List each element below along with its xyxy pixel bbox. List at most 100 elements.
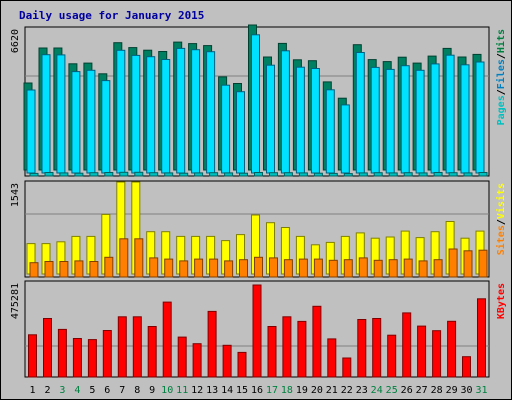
bar-files-day-6 bbox=[101, 80, 111, 174]
bar-pages-day-6 bbox=[104, 172, 114, 177]
bar-kbytes-day-29 bbox=[447, 320, 457, 378]
bar-pages-day-21 bbox=[328, 172, 338, 177]
panel-kbytes: 475281 KBytes bbox=[10, 280, 507, 378]
bar-pages-day-31 bbox=[478, 172, 488, 177]
bar-kbytes-day-6 bbox=[102, 330, 112, 378]
y-max-tick-label: 6620 bbox=[10, 29, 21, 53]
x-tick-label-day-17: 17 bbox=[266, 385, 278, 396]
legend-segment: / bbox=[496, 219, 507, 225]
bar-kbytes-day-27 bbox=[417, 325, 427, 378]
bar-files-day-20 bbox=[310, 68, 320, 174]
bar-files-day-18 bbox=[280, 50, 290, 174]
bar-files-day-26 bbox=[400, 65, 410, 174]
bar-files-day-14 bbox=[221, 84, 231, 174]
bar-files-day-12 bbox=[191, 49, 201, 174]
x-tick-label-day-21: 21 bbox=[326, 385, 338, 396]
bar-files-day-13 bbox=[206, 51, 216, 174]
bar-kbytes-day-26 bbox=[402, 312, 412, 378]
bar-files-day-3 bbox=[56, 54, 66, 174]
series-sites bbox=[29, 238, 488, 278]
bar-kbytes-day-28 bbox=[432, 330, 442, 378]
bar-sites-day-22 bbox=[343, 259, 353, 278]
bar-files-day-4 bbox=[71, 71, 81, 174]
x-tick-label-day-11: 11 bbox=[176, 385, 188, 396]
x-tick-label-day-3: 3 bbox=[59, 385, 65, 396]
bar-sites-day-7 bbox=[119, 238, 129, 278]
x-tick-label-day-12: 12 bbox=[191, 385, 203, 396]
x-tick-label-day-19: 19 bbox=[296, 385, 308, 396]
bar-pages-day-28 bbox=[433, 172, 443, 177]
bar-pages-day-29 bbox=[448, 172, 458, 177]
bar-pages-day-9 bbox=[149, 172, 159, 177]
bar-sites-day-17 bbox=[269, 257, 278, 278]
y-max-tick-label: 1543 bbox=[10, 183, 21, 207]
x-tick-label-day-26: 26 bbox=[401, 385, 413, 396]
bar-kbytes-day-2 bbox=[43, 318, 52, 378]
legend-segment: Files bbox=[495, 59, 507, 89]
bar-pages-day-2 bbox=[44, 172, 54, 177]
x-tick-label-day-5: 5 bbox=[89, 385, 95, 396]
bar-pages-day-24 bbox=[373, 172, 383, 177]
bar-pages-day-11 bbox=[179, 172, 189, 177]
bar-pages-day-8 bbox=[134, 171, 144, 177]
bar-kbytes-day-10 bbox=[162, 301, 172, 378]
bar-pages-day-14 bbox=[224, 172, 234, 177]
bar-files-day-15 bbox=[236, 91, 245, 174]
series-kbytes bbox=[28, 284, 486, 378]
bar-kbytes-day-23 bbox=[357, 319, 367, 378]
series-pages bbox=[29, 171, 488, 177]
x-tick-label-day-1: 1 bbox=[29, 385, 35, 396]
bar-kbytes-day-17 bbox=[267, 326, 277, 378]
x-tick-label-day-16: 16 bbox=[251, 385, 263, 396]
bar-pages-day-22 bbox=[343, 173, 353, 177]
right-series-legend: Sites/Visits bbox=[495, 183, 507, 255]
bar-sites-day-9 bbox=[149, 257, 159, 278]
x-tick-label-day-30: 30 bbox=[460, 385, 472, 396]
bar-sites-day-30 bbox=[463, 250, 473, 278]
bar-sites-day-29 bbox=[448, 248, 458, 278]
y-max-tick-label: 475281 bbox=[10, 283, 21, 319]
bar-sites-day-11 bbox=[179, 260, 189, 278]
x-tick-label-day-2: 2 bbox=[44, 385, 50, 396]
bar-files-day-11 bbox=[176, 47, 186, 174]
bar-sites-day-13 bbox=[209, 258, 219, 278]
legend-segment: Sites bbox=[495, 225, 507, 255]
bar-kbytes-day-31 bbox=[477, 298, 486, 378]
bar-pages-day-13 bbox=[209, 172, 219, 177]
bar-pages-day-17 bbox=[269, 172, 278, 177]
bar-pages-day-5 bbox=[89, 172, 99, 177]
right-series-legend: KBytes bbox=[496, 283, 507, 319]
bar-files-day-19 bbox=[295, 66, 305, 174]
bar-sites-day-14 bbox=[224, 260, 234, 278]
bar-pages-day-1 bbox=[29, 172, 39, 177]
bar-files-day-28 bbox=[430, 63, 440, 174]
x-tick-label-day-9: 9 bbox=[149, 385, 155, 396]
bar-sites-day-18 bbox=[283, 259, 293, 278]
x-tick-label-day-10: 10 bbox=[161, 385, 173, 396]
bar-pages-day-30 bbox=[463, 172, 473, 177]
bar-files-day-23 bbox=[355, 52, 365, 174]
bar-kbytes-day-5 bbox=[87, 339, 97, 378]
bar-files-day-16 bbox=[251, 34, 260, 174]
x-tick-label-day-27: 27 bbox=[416, 385, 428, 396]
bar-sites-day-20 bbox=[313, 258, 323, 278]
bar-pages-day-15 bbox=[239, 172, 248, 177]
x-tick-label-day-4: 4 bbox=[74, 385, 80, 396]
bar-kbytes-day-1 bbox=[28, 334, 37, 378]
bar-pages-day-25 bbox=[388, 172, 398, 177]
series-visits bbox=[26, 181, 485, 275]
legend-segment: Pages bbox=[496, 95, 507, 125]
bar-pages-day-10 bbox=[164, 172, 174, 177]
bar-kbytes-day-15 bbox=[237, 351, 247, 378]
bar-sites-day-12 bbox=[194, 258, 204, 278]
x-axis-tick-labels: 1 2 3 4 5 6 7 8 9 10 11 12 13 14 15 16 17 18 19 20 21 22 23 24 2… bbox=[29, 385, 487, 396]
bar-pages-day-3 bbox=[59, 172, 69, 177]
bar-pages-day-4 bbox=[74, 172, 84, 177]
bar-sites-day-1 bbox=[29, 262, 39, 278]
x-tick-label-day-23: 23 bbox=[356, 385, 368, 396]
bar-pages-day-23 bbox=[358, 172, 368, 177]
x-tick-label-day-18: 18 bbox=[281, 385, 293, 396]
bar-sites-day-2 bbox=[44, 261, 54, 278]
